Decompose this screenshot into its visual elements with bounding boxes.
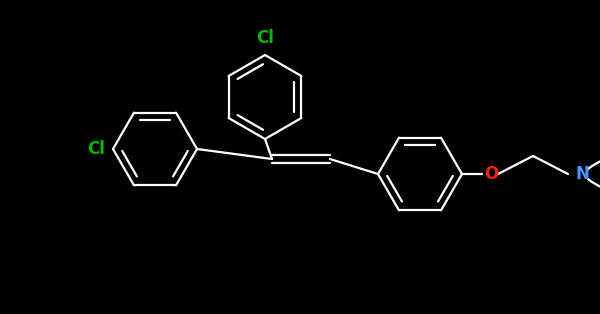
Text: Cl: Cl <box>256 29 274 47</box>
Text: N: N <box>575 165 589 183</box>
Text: O: O <box>484 165 498 183</box>
Text: Cl: Cl <box>87 140 105 158</box>
